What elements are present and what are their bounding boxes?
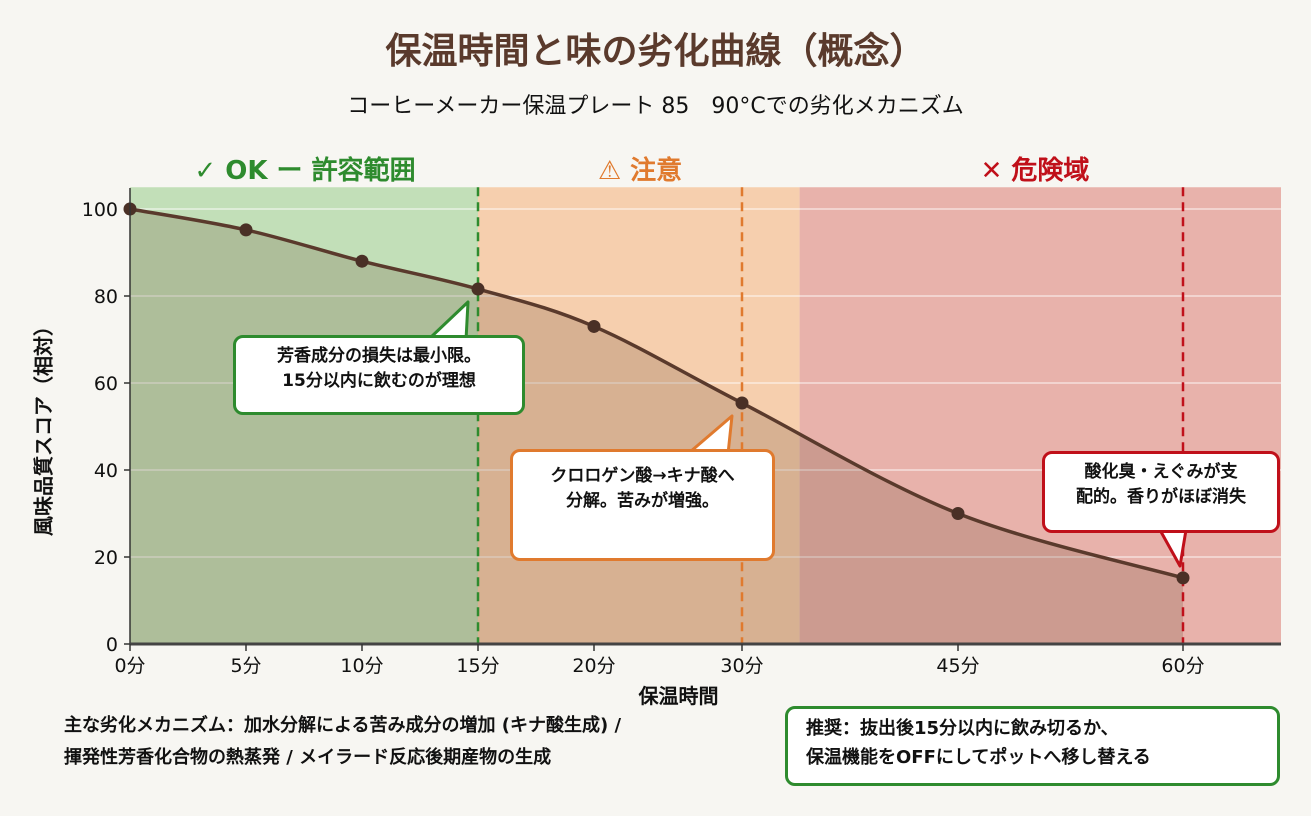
zone-band-0 (130, 187, 478, 644)
mechanism-notes: 主な劣化メカニズム：加水分解による苦み成分の増加 (キナ酸生成) / 揮発性芳香… (64, 710, 621, 773)
x-tick-label: 0分 (114, 655, 145, 677)
x-tick-label: 10分 (340, 655, 383, 677)
y-tick-label: 80 (94, 286, 118, 308)
y-tick-label: 40 (94, 460, 118, 482)
y-tick-label: 0 (106, 634, 118, 656)
notes-line-1: 主な劣化メカニズム：加水分解による苦み成分の増加 (キナ酸生成) / (64, 715, 622, 736)
area-fill (130, 209, 1183, 644)
annotation-caution-line: 分解。苦みが増強。 (566, 490, 719, 511)
data-point (1176, 571, 1190, 585)
y-axis-label: 風味品質スコア（相対） (31, 316, 56, 536)
y-tick-label: 20 (94, 547, 118, 569)
data-point (239, 223, 253, 237)
annotation-danger-line: 配的。香りがほぼ消失 (1076, 486, 1246, 507)
chart-title: 保温時間と味の劣化曲線（概念） (385, 31, 926, 72)
annotation-danger: 酸化臭・えぐみが支 配的。香りがほぼ消失 (1042, 451, 1280, 533)
annotation-ok: 芳香成分の損失は最小限。 15分以内に飲むのが理想 (233, 335, 525, 415)
x-axis-label: 保温時間 (638, 684, 719, 708)
notes-line-2: 揮発性芳香化合物の熱蒸発 / メイラード反応後期産物の生成 (64, 746, 552, 768)
x-tick-label: 60分 (1161, 655, 1204, 677)
annotation-ok-line: 15分以内に飲むのが理想 (282, 370, 476, 391)
x-tick-label: 30分 (720, 655, 763, 677)
recommendation-line-1: 推奨：抜出後15分以内に飲み切るか、 (806, 718, 1119, 739)
data-point (471, 282, 485, 296)
zone-label-danger: ✕ 危険域 (980, 156, 1090, 186)
chart-subtitle: コーヒーメーカー保温プレート 85 90°Cでの劣化メカニズム (347, 94, 964, 119)
y-tick-label: 60 (94, 373, 118, 395)
zone-label-ok: ✓ OK ー 許容範囲 (194, 156, 416, 186)
x-tick-label: 5分 (230, 655, 261, 677)
data-point (951, 507, 965, 520)
zone-label-caution: ⚠ 注意 (597, 156, 683, 186)
annotation-caution-line: クロロゲン酸→キナ酸へ (550, 466, 735, 486)
x-tick-label: 45分 (936, 655, 979, 677)
x-tick-label: 15分 (456, 655, 499, 677)
annotation-caution: クロロゲン酸→キナ酸へ 分解。苦みが増強。 (510, 449, 775, 561)
x-tick-label: 20分 (572, 655, 615, 677)
recommendation-line-2: 保温機能をOFFにしてポットへ移し替える (806, 746, 1151, 768)
annotation-ok-line: 芳香成分の損失は最小限。 (277, 346, 481, 366)
annotation-danger-line: 酸化臭・えぐみが支 (1084, 462, 1238, 482)
y-tick-label: 100 (82, 199, 118, 221)
recommendation-box: 推奨：抜出後15分以内に飲み切るか、 保温機能をOFFにしてポットへ移し替える (785, 706, 1280, 786)
data-point (587, 319, 601, 333)
data-point (735, 396, 749, 410)
data-point (355, 254, 369, 268)
zone-band-1 (478, 187, 800, 644)
zone-band-2 (799, 187, 1281, 644)
